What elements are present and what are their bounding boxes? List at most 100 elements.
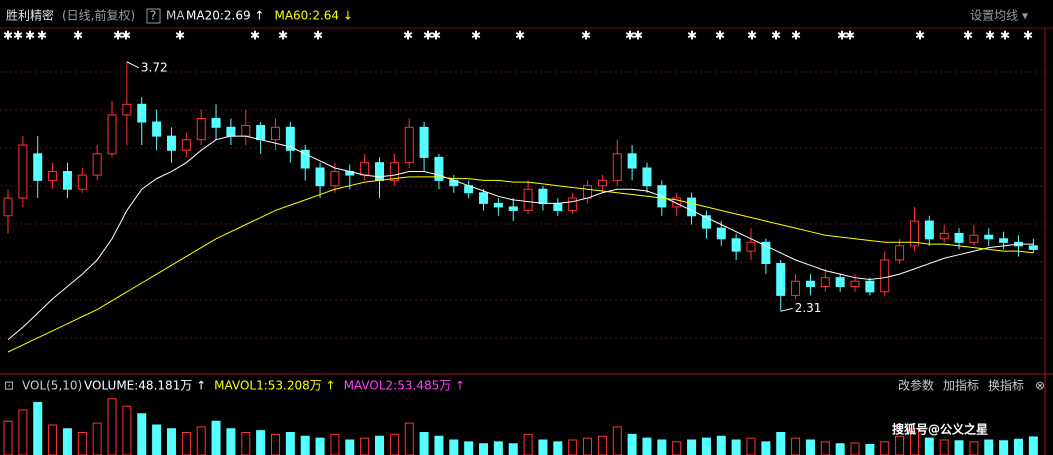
volume-bar [449, 439, 459, 455]
tool-button[interactable]: 换指标 [988, 378, 1024, 393]
volume-bar [939, 439, 949, 455]
candle-body [701, 215, 711, 229]
volume-bar [969, 441, 979, 455]
help-box[interactable] [146, 8, 161, 24]
volume-bar [820, 441, 830, 455]
candle-body [597, 179, 607, 187]
volume-bar [999, 440, 1009, 455]
period: (日线,前复权) [62, 8, 135, 23]
vol-help[interactable]: ⊡ [4, 379, 14, 393]
candle-body [48, 171, 58, 181]
event-marker: ✱ [625, 29, 635, 43]
candle-body [419, 126, 429, 158]
candle-body [77, 174, 87, 190]
candle-body [493, 202, 503, 208]
candle-body [538, 188, 548, 204]
candle-body [984, 234, 994, 240]
candle-body [583, 185, 593, 199]
help[interactable]: ? [150, 9, 156, 23]
volume-bar [746, 437, 756, 455]
tool-button[interactable]: 改参数 [898, 378, 934, 393]
volume-bar [404, 422, 414, 455]
volume-bar [434, 435, 444, 455]
candle-body [865, 280, 875, 293]
candle-body [1028, 245, 1038, 250]
volume-bar [984, 439, 994, 455]
candle-body [687, 197, 697, 217]
volume-bar [687, 439, 697, 455]
watermark: 搜狐号@公义之星 [892, 422, 988, 437]
vol-legend: MAVOL1:53.208万 ↑ [214, 379, 335, 393]
vol-legend: MAVOL2:53.485万 ↑ [344, 379, 465, 393]
event-marker: ✱ [771, 29, 781, 43]
candle-body [107, 114, 117, 155]
volume-bar [211, 420, 221, 455]
candle-body [642, 167, 652, 187]
candle-body [999, 238, 1009, 243]
event-marker: ✱ [747, 29, 757, 43]
volume-bar [701, 437, 711, 455]
ma-line [7, 135, 1034, 340]
candle-body [880, 259, 890, 293]
volume-bar [731, 439, 741, 455]
volume-bar [62, 428, 72, 455]
candle-body [166, 135, 176, 151]
volume-bar [33, 402, 43, 455]
volume-bar [345, 439, 355, 455]
candle-body [553, 202, 563, 211]
candle-body [404, 126, 414, 164]
volume-bar [612, 426, 622, 455]
event-marker: ✱ [837, 29, 847, 43]
collapse-button[interactable]: ⊗ [1035, 379, 1045, 393]
candle-body [375, 162, 384, 181]
candle-body [627, 153, 637, 169]
event-marker: ✱ [278, 29, 288, 43]
candle-body [731, 238, 741, 252]
candle-body [315, 167, 325, 187]
volume-bar [330, 433, 340, 455]
volume-bar [850, 442, 860, 455]
candle-body [18, 144, 28, 199]
volume-bar [672, 441, 682, 455]
candle-body [92, 153, 102, 176]
candle-body [508, 206, 518, 211]
candle-body [761, 241, 771, 265]
candle-body [285, 126, 295, 151]
volume-bar [553, 441, 563, 455]
candle-body [954, 232, 964, 243]
candle-body [137, 103, 147, 123]
volume-bar [419, 432, 429, 455]
event-marker: ✱ [791, 29, 801, 43]
candle-body [895, 245, 905, 261]
volume-bar [256, 430, 266, 455]
volume-bar [865, 444, 875, 455]
volume-bar [300, 435, 310, 455]
candle-body [181, 139, 191, 151]
ma-legend: MA60:2.64 ↓ [274, 9, 352, 23]
tool-button[interactable]: 加指标 [943, 378, 979, 393]
volume-bar [657, 439, 667, 455]
candle-body [805, 280, 815, 288]
volume-bar [137, 413, 147, 455]
event-marker: ✱ [403, 29, 413, 43]
event-marker: ✱ [25, 29, 35, 43]
vol-title: VOL(5,10) [22, 379, 82, 393]
vol-legend: VOLUME:48.181万 ↑ [84, 379, 206, 393]
candle-body [62, 171, 72, 190]
volume-bar [538, 439, 548, 455]
volume-bar [1013, 438, 1023, 455]
candle-body [270, 126, 280, 141]
candle-body [835, 277, 845, 288]
volume-bar [107, 398, 117, 455]
event-marker: ✱ [250, 29, 260, 43]
event-marker: ✱ [581, 29, 591, 43]
volume-bar [568, 439, 578, 455]
settings[interactable]: 设置均线 ▾ [970, 9, 1028, 23]
event-marker: ✱ [175, 29, 185, 43]
candle-body [241, 125, 251, 137]
candle-body [33, 153, 43, 181]
candle-body [909, 220, 919, 247]
event-marker: ✱ [915, 29, 925, 43]
volume-bar [627, 433, 637, 455]
candle-body [300, 149, 310, 169]
